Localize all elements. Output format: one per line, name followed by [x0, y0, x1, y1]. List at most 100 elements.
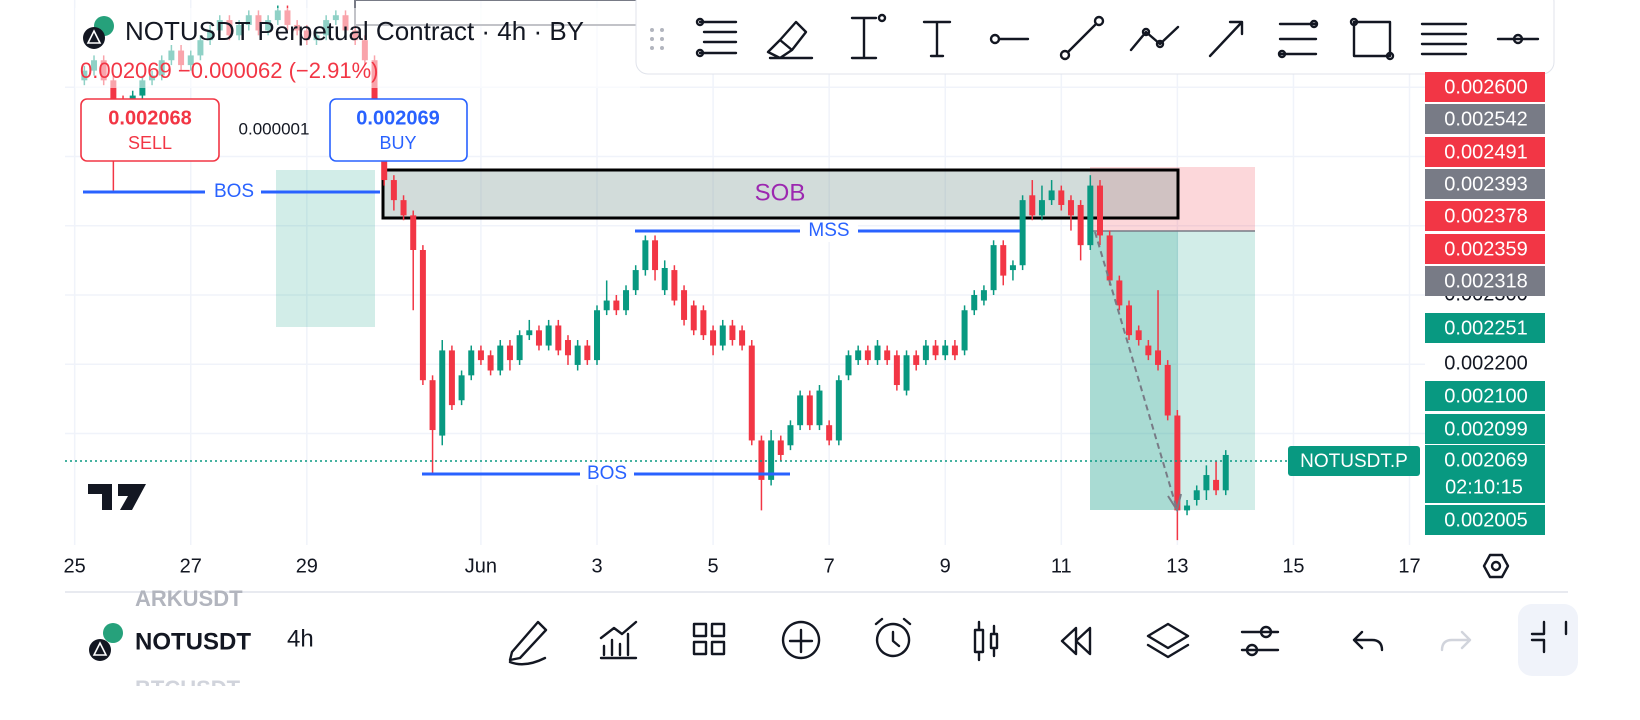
candle-body: [613, 300, 620, 311]
warning-glyph: [92, 641, 108, 656]
price-tag: [1425, 266, 1545, 296]
label-bg: [580, 463, 634, 485]
x-tick-label: 27: [180, 555, 202, 577]
candle-body: [961, 310, 968, 351]
candle-body: [400, 200, 407, 216]
sell-button[interactable]: [80, 98, 220, 162]
candle-body: [371, 60, 378, 121]
price-tag-text: 0.002359: [1444, 238, 1527, 260]
tool-text[interactable]: [922, 20, 952, 58]
candle-body: [1116, 280, 1123, 306]
stop-zone: [1090, 167, 1255, 231]
candle-body: [110, 80, 117, 101]
buy-price: 0.002069: [356, 107, 439, 129]
candle-body: [758, 440, 765, 480]
btn-layers[interactable]: [1146, 622, 1190, 659]
candle-body: [1000, 245, 1007, 276]
btn-add[interactable]: [781, 620, 821, 660]
candle-body: [1145, 345, 1152, 356]
label-bg: [800, 220, 858, 242]
tool-hline[interactable]: [1496, 33, 1540, 45]
mss-label: MSS: [808, 220, 849, 241]
tool-fib[interactable]: [695, 17, 738, 58]
candle-body: [1184, 505, 1191, 511]
candle-body: [1009, 265, 1016, 271]
candle-body: [632, 270, 639, 291]
x-tick-label: 25: [64, 555, 86, 577]
candle-body: [458, 375, 465, 401]
candle-body: [535, 330, 542, 346]
candle-body: [1203, 475, 1210, 491]
candle-body: [903, 355, 910, 391]
candle-body: [1164, 364, 1171, 416]
price-tag-text: 0.002542: [1444, 108, 1527, 130]
chart-settings[interactable]: [1482, 553, 1510, 579]
candle-body: [748, 345, 755, 441]
candle-body: [574, 345, 581, 365]
sell-label: SELL: [128, 133, 172, 153]
header-backdrop: [75, 8, 640, 88]
bottom-mask: [0, 686, 1640, 720]
candle-body: [719, 325, 726, 346]
btn-indicators[interactable]: [599, 620, 638, 660]
arrow-head: [1167, 493, 1182, 513]
tool-arrow[interactable]: [1208, 20, 1244, 58]
btn-undo[interactable]: [1352, 630, 1384, 652]
btn-fullscreen-bg[interactable]: [1518, 604, 1578, 676]
candle-body: [564, 340, 571, 356]
tool-price-range[interactable]: [850, 13, 887, 60]
candle-body: [990, 245, 997, 291]
candle-body: [893, 355, 900, 386]
tool-path[interactable]: [1129, 25, 1180, 52]
tool-trend[interactable]: [1059, 15, 1105, 61]
candle-body: [526, 330, 533, 336]
interval[interactable]: 4h: [287, 625, 314, 652]
tool-lines[interactable]: [1420, 22, 1468, 56]
btn-alert[interactable]: [874, 617, 912, 658]
symbol[interactable]: NOTUSDT: [135, 628, 251, 655]
price-tag: [1425, 505, 1545, 535]
candle-body: [468, 350, 475, 376]
label-bg: [205, 181, 261, 203]
price-tag: [1425, 201, 1545, 231]
candle-body: [1174, 415, 1181, 511]
candle-body: [390, 180, 397, 201]
btn-replay[interactable]: [1060, 626, 1092, 656]
candle-body: [448, 350, 455, 406]
btn-fullscreen[interactable]: [1530, 620, 1568, 654]
price-tag-text: 0.002318: [1444, 270, 1527, 292]
candle-body: [671, 270, 678, 301]
tool-fib-fan[interactable]: [1277, 19, 1319, 59]
price-tags: 0.002600 0.002542 0.002491 0.002393 0.002378…: [1425, 72, 1545, 535]
candle-body: [835, 380, 842, 441]
candle-body: [1058, 190, 1065, 205]
price-tag-text: 0.002005: [1444, 509, 1527, 531]
btn-redo[interactable]: [1440, 630, 1472, 652]
candle-body: [661, 267, 668, 291]
candle-body: [932, 345, 939, 356]
price-tag-text: 0.002069: [1444, 449, 1527, 471]
tool-rectangle[interactable]: [1349, 17, 1395, 61]
buy-button[interactable]: [329, 98, 468, 162]
candle-body: [487, 355, 494, 371]
x-tick-label: 5: [708, 555, 719, 577]
price-tag: [1425, 72, 1545, 102]
tool-ray[interactable]: [989, 33, 1030, 45]
price-tag-text: 0.002251: [1444, 317, 1527, 339]
candle-body: [777, 440, 784, 455]
btn-draw[interactable]: [508, 620, 548, 666]
btn-layout[interactable]: [692, 622, 726, 656]
candle-body: [1029, 195, 1036, 216]
tool-brush[interactable]: [766, 20, 814, 60]
btn-chart-type[interactable]: [973, 620, 999, 662]
x-tick-label: 17: [1398, 555, 1420, 577]
candle-body: [410, 215, 417, 250]
x-tick-label: 3: [591, 555, 602, 577]
prev-symbol[interactable]: ARKUSDT: [135, 586, 243, 611]
candle-body: [545, 325, 552, 346]
candle-body: [1155, 350, 1162, 365]
logo: [88, 484, 146, 510]
btn-settings[interactable]: [1259, 625, 1273, 639]
